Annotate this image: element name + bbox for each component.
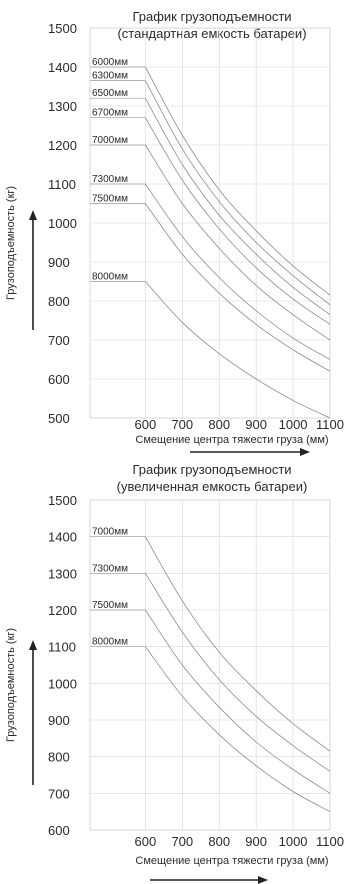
series-line xyxy=(145,117,331,325)
x-tick-label: 600 xyxy=(135,834,157,849)
y-tick-label: 700 xyxy=(48,786,70,801)
y-tick-label: 700 xyxy=(48,333,70,348)
x-tick-label: 800 xyxy=(208,417,230,432)
plot-frame xyxy=(89,499,331,831)
x-tick-label: 900 xyxy=(245,417,267,432)
x-axis-arrowhead xyxy=(300,448,310,456)
series-label: 6300мм xyxy=(92,71,128,82)
series-line xyxy=(145,80,331,306)
series-label: 6500мм xyxy=(92,88,128,99)
series-label: 7000мм xyxy=(92,135,128,146)
x-tick-label: 1000 xyxy=(279,417,308,432)
series-line xyxy=(145,536,331,752)
x-tick-label: 700 xyxy=(171,834,193,849)
y-tick-label: 1300 xyxy=(48,566,77,581)
series-line xyxy=(145,203,331,372)
x-tick-label: 1000 xyxy=(279,834,308,849)
series-line xyxy=(145,281,331,419)
series-label: 7300мм xyxy=(92,174,128,185)
y-axis-arrowhead xyxy=(29,640,37,650)
series-label: 7300мм xyxy=(92,563,128,574)
x-tick-label: 1100 xyxy=(316,834,344,849)
x-axis-label: Смещение центра тяжести груза (мм) xyxy=(135,434,328,446)
y-tick-label: 1300 xyxy=(48,99,77,114)
y-tick-label: 900 xyxy=(48,255,70,270)
y-tick-label: 1400 xyxy=(48,530,77,545)
x-tick-label: 900 xyxy=(245,834,267,849)
series-label: 7500мм xyxy=(92,194,128,205)
series-line xyxy=(145,609,331,794)
y-tick-label: 900 xyxy=(48,713,70,728)
chart-1: График грузоподъемности (стандартная емко… xyxy=(5,9,344,456)
series-line xyxy=(145,144,331,341)
y-tick-label: 600 xyxy=(48,372,70,387)
series-label: 7500мм xyxy=(92,600,128,611)
series-label: 6000мм xyxy=(92,57,128,68)
chart-subtitle: (увеличенная емкость батареи) xyxy=(117,479,308,494)
y-tick-label: 800 xyxy=(48,294,70,309)
series-label: 8000мм xyxy=(92,637,128,648)
y-axis-label: Грузоподъемность (кг) xyxy=(5,186,17,300)
series-line xyxy=(145,66,331,296)
series-line xyxy=(145,183,331,360)
series-label: 8000мм xyxy=(92,272,128,283)
series-line xyxy=(145,646,331,813)
series-line xyxy=(145,573,331,772)
y-tick-label: 1400 xyxy=(48,60,77,75)
y-tick-label: 1100 xyxy=(48,640,76,655)
y-axis-arrowhead xyxy=(29,210,37,220)
chart-title: График грузоподъемности xyxy=(132,462,291,477)
x-tick-label: 800 xyxy=(208,834,230,849)
y-tick-label: 600 xyxy=(48,823,70,838)
chart-title: График грузоподъемности xyxy=(132,9,291,24)
series-label: 6700мм xyxy=(92,108,128,119)
y-tick-label: 1500 xyxy=(48,493,77,508)
y-tick-label: 1100 xyxy=(48,177,76,192)
y-tick-label: 1200 xyxy=(48,603,77,618)
y-tick-label: 800 xyxy=(48,750,70,765)
chart-subtitle: (стандартная емкость батареи) xyxy=(117,26,306,41)
y-tick-label: 1200 xyxy=(48,138,77,153)
series-line xyxy=(145,98,331,315)
y-tick-label: 1000 xyxy=(48,216,77,231)
x-axis-label: Смещение центра тяжести груза (мм) xyxy=(135,855,328,867)
y-tick-label: 1000 xyxy=(48,676,77,691)
series-label: 7000мм xyxy=(92,527,128,538)
x-tick-label: 600 xyxy=(135,417,157,432)
chart-2: График грузоподъемности (увеличенная емко… xyxy=(5,462,344,884)
x-axis-arrowhead xyxy=(258,876,268,884)
y-tick-label: 1500 xyxy=(48,21,77,36)
x-tick-label: 700 xyxy=(171,417,193,432)
y-axis-label: Грузоподъемность (кг) xyxy=(5,628,17,742)
x-tick-label: 1100 xyxy=(316,417,344,432)
y-tick-label: 500 xyxy=(48,411,70,426)
